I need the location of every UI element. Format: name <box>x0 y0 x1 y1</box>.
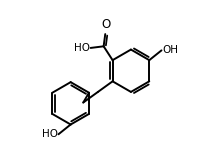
Text: HO: HO <box>42 129 58 139</box>
Text: OH: OH <box>162 45 178 55</box>
Text: HO: HO <box>74 43 90 53</box>
Text: O: O <box>101 18 111 31</box>
